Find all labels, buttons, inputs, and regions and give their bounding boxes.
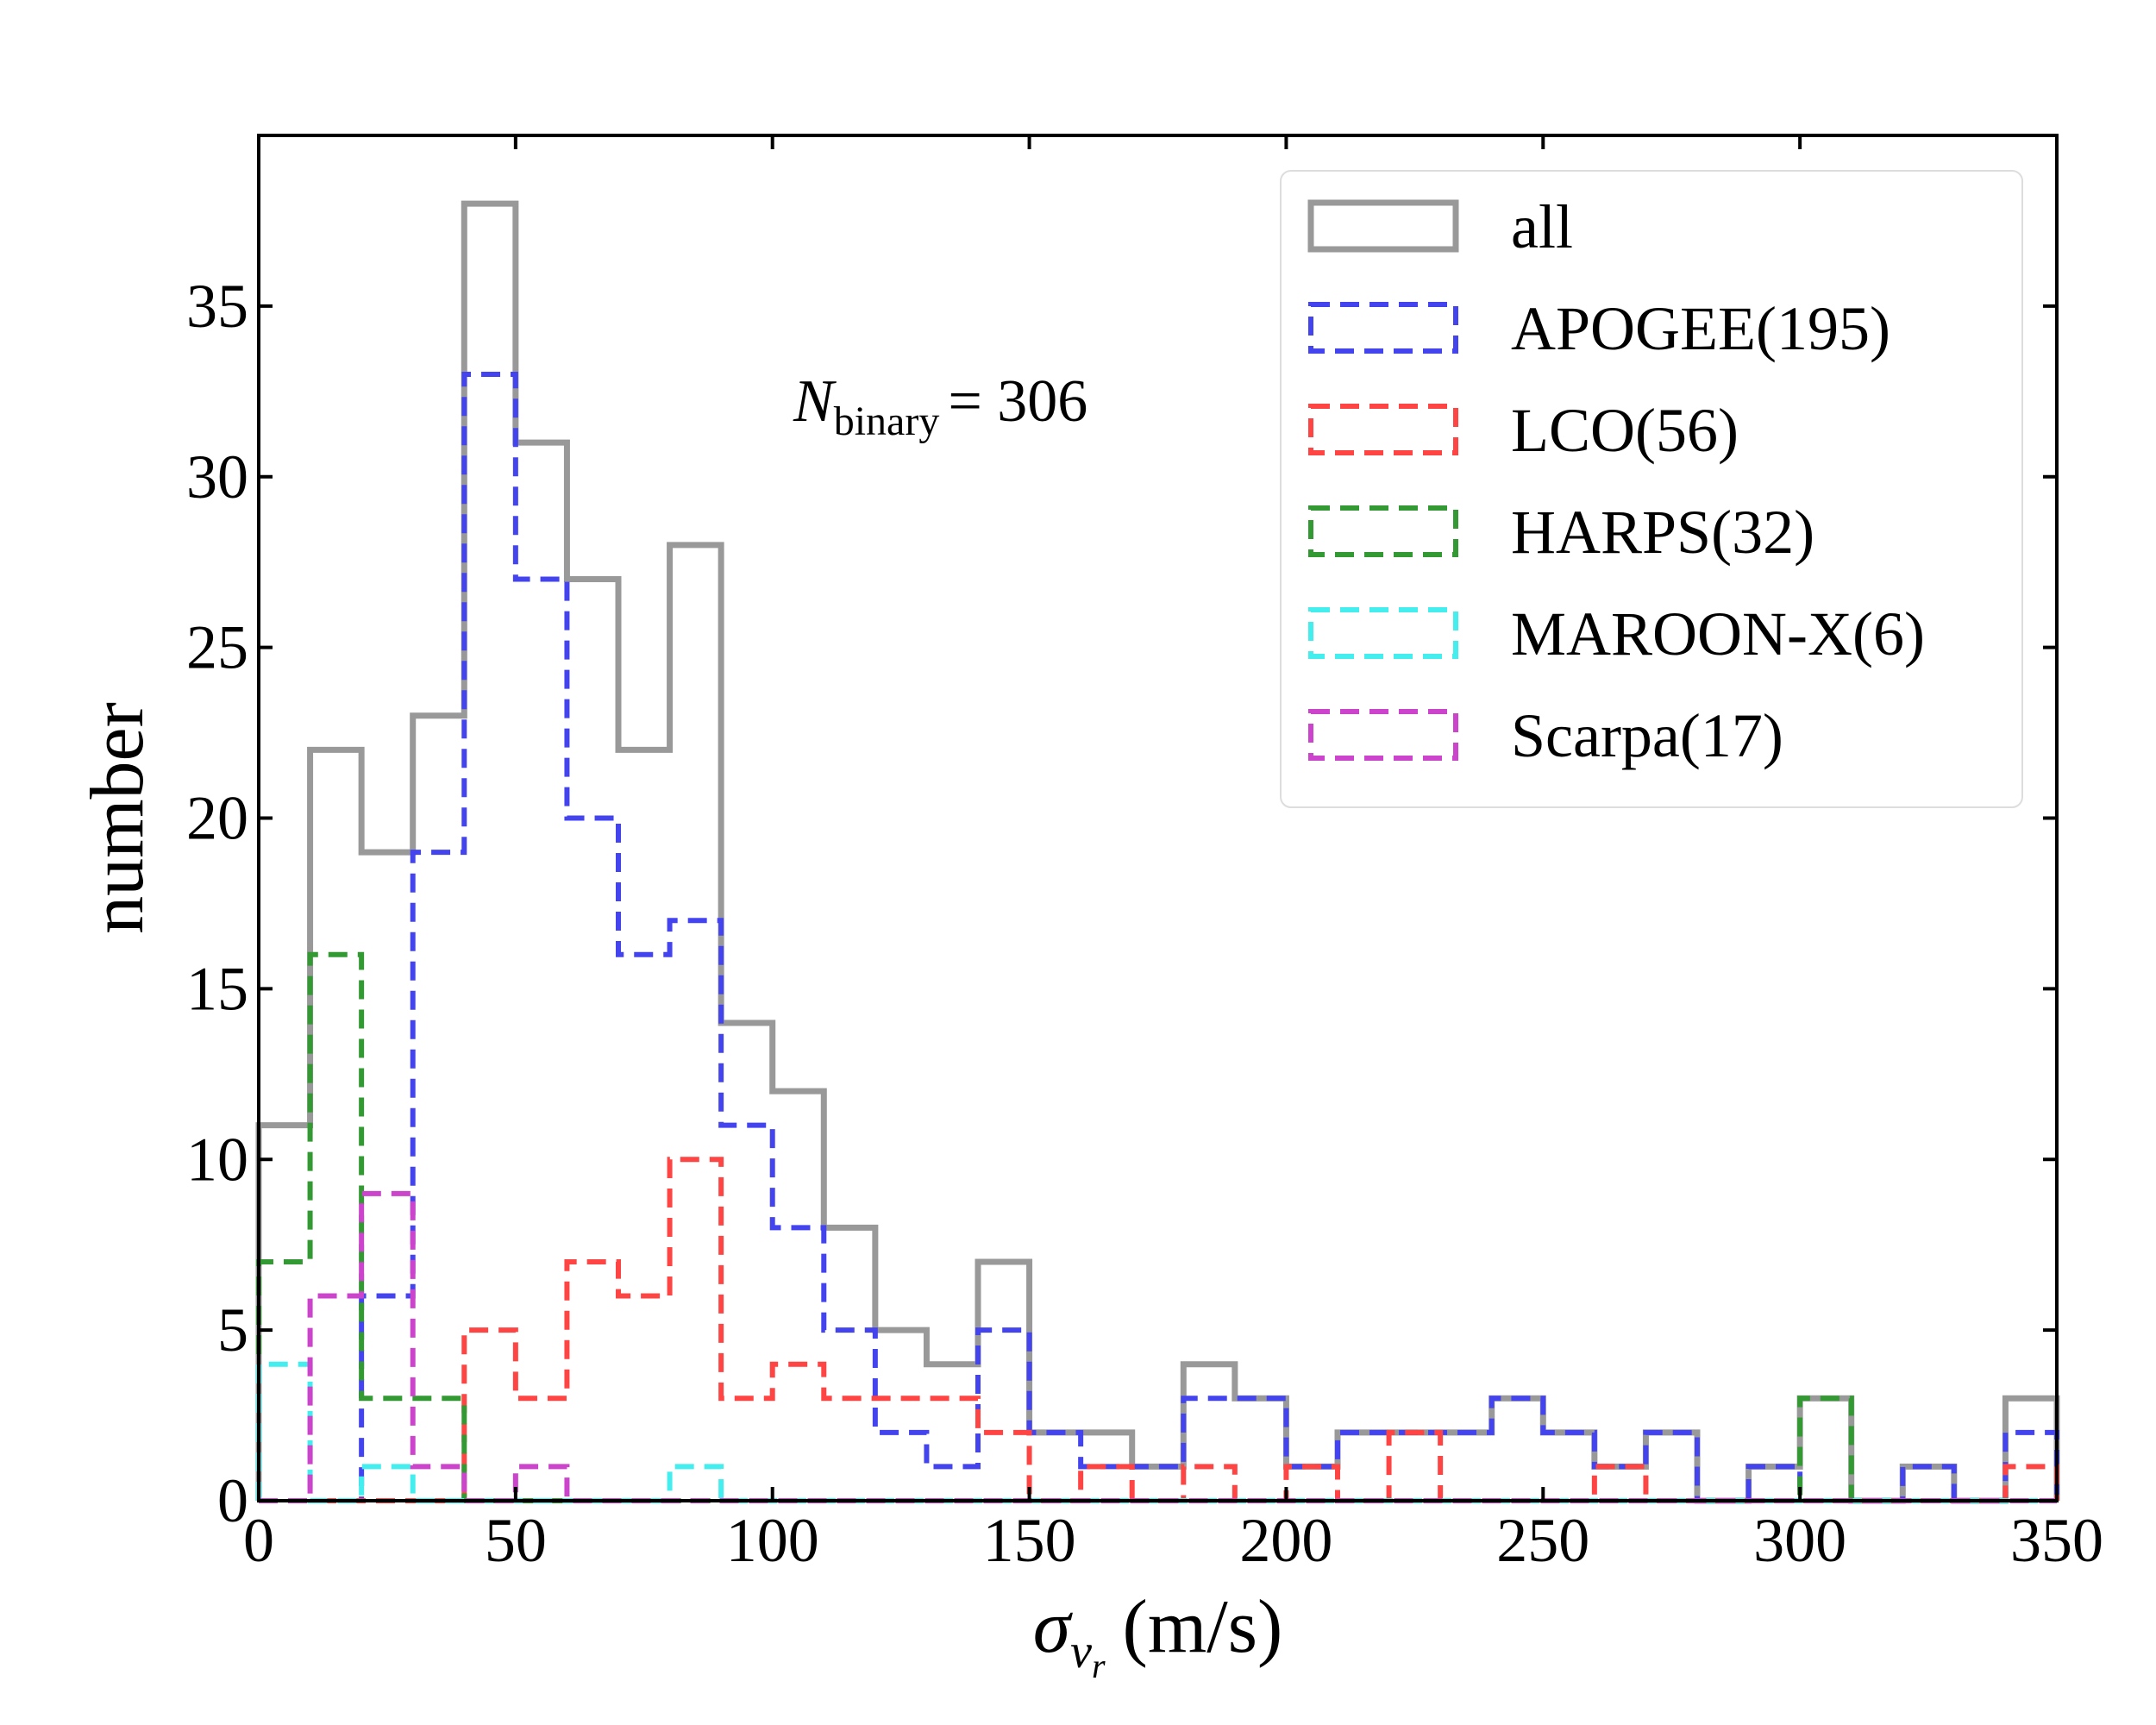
x-tick-label: 200 [1239, 1506, 1332, 1575]
x-axis-title-unit: (m/s) [1123, 1585, 1283, 1669]
x-tick-label: 150 [983, 1506, 1076, 1575]
legend-handle [1308, 709, 1458, 761]
annotation-subscript: binary [834, 398, 940, 444]
legend-label: all [1511, 192, 1573, 261]
y-axis-title: number [76, 702, 160, 934]
y-tick-label: 0 [217, 1466, 248, 1535]
x-tick-label: 250 [1496, 1506, 1589, 1575]
y-tick-label: 30 [186, 442, 248, 511]
x-axis-title-subsubscript: r [1092, 1647, 1106, 1685]
ticks-layer: 0 50 100 150 200 250 300 350 0 5 10 15 20 25 30 35 [186, 135, 2103, 1575]
x-tick-label: 100 [726, 1506, 819, 1575]
legend-handle [1307, 199, 1459, 253]
y-tick-label: 20 [186, 784, 248, 853]
legend-label: MAROON-X(6) [1511, 599, 1925, 668]
x-axis-title: σvr (m/s) [1033, 1585, 1283, 1685]
x-tick-label: 50 [485, 1506, 547, 1575]
annotation-value: = 306 [948, 368, 1087, 435]
legend-handle [1308, 607, 1458, 659]
x-tick-label: 300 [1753, 1506, 1846, 1575]
legend-handle [1308, 404, 1458, 455]
x-axis-title-symbol: σ [1033, 1585, 1074, 1669]
n-binary-annotation: Nbinary = 306 [793, 368, 1087, 444]
legend-label: HARPS(32) [1511, 498, 1814, 567]
series-lco-56-outline [259, 1157, 2059, 1503]
y-tick-label: 35 [186, 272, 248, 341]
x-axis-title-subscript: v [1070, 1625, 1092, 1678]
legend-label: LCO(56) [1511, 396, 1739, 465]
x-tick-label: 350 [2010, 1506, 2103, 1575]
legend: all APOGEE(195) LCO(56) HARPS(32) MAROON-X(6… [1280, 170, 2023, 808]
legend-label: Scarpa(17) [1511, 701, 1783, 770]
legend-handle [1308, 302, 1458, 354]
legend-handle [1308, 505, 1458, 557]
y-tick-label: 25 [186, 613, 248, 682]
y-tick-label: 5 [217, 1295, 248, 1364]
annotation-symbol: N [793, 368, 837, 435]
plot-frame [257, 134, 2059, 1502]
legend-box [1280, 170, 2023, 808]
y-tick-label: 15 [186, 954, 248, 1023]
y-tick-label: 10 [186, 1125, 248, 1194]
x-tick-label: 0 [243, 1506, 274, 1575]
legend-label: APOGEE(195) [1511, 294, 1890, 363]
